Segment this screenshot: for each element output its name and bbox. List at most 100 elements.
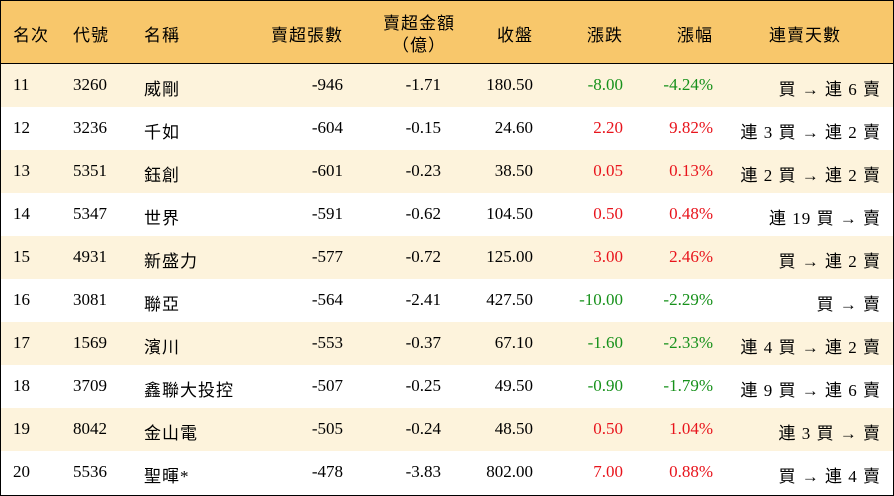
- table-cell: 連 3 買 → 連 2 賣: [740, 123, 881, 142]
- header-cell: 連賣天數: [769, 26, 841, 45]
- table-cell: -0.72: [405, 247, 441, 266]
- table-cell: -0.37: [405, 333, 441, 352]
- table-cell: 2.46%: [669, 247, 713, 266]
- table-cell: 連 9 買 → 連 6 賣: [740, 381, 881, 400]
- table-cell: 24.60: [494, 118, 533, 137]
- table-row: 15 4931 新盛力 -577 -0.72 125.00 3.00 2.46% 買 → 連 2…: [1, 236, 893, 279]
- table-cell: -591: [311, 204, 343, 223]
- header-cell: 名稱: [144, 26, 180, 45]
- table-cell: 20: [13, 462, 30, 481]
- table-cell: 濱川: [144, 338, 180, 357]
- table-cell: 5347: [73, 204, 107, 223]
- table-cell: 11: [13, 75, 30, 94]
- table-cell: 12: [13, 118, 30, 137]
- table-cell: 14: [13, 204, 30, 223]
- table-cell: 0.48%: [669, 204, 713, 223]
- table-cell: -1.60: [587, 333, 623, 352]
- table-cell: 0.05: [593, 161, 623, 180]
- table-cell: -507: [311, 376, 343, 395]
- table-cell: 買 → 連 2 賣: [778, 252, 881, 271]
- header-cell: 代號: [73, 26, 109, 45]
- table-cell: 鑫聯大投控: [144, 381, 234, 400]
- header-cell: 漲幅: [677, 26, 713, 45]
- table-cell: 1.04%: [669, 419, 713, 438]
- table-cell: 5536: [73, 462, 107, 481]
- table-cell: -2.41: [405, 290, 441, 309]
- table-row: 14 5347 世界 -591 -0.62 104.50 0.50 0.48% 連 19 買 →…: [1, 193, 893, 236]
- table-row: 20 5536 聖暉* -478 -3.83 802.00 7.00 0.88% 買 → 連 4…: [1, 451, 893, 494]
- table-cell: 連 3 買 → 賣: [778, 424, 881, 443]
- table-cell: 1569: [73, 333, 107, 352]
- table-row: 11 3260 威剛 -946 -1.71 180.50 -8.00 -4.24% 買 → 連 …: [1, 64, 893, 107]
- table-cell: 千如: [144, 123, 180, 142]
- table-cell: 19: [13, 419, 30, 438]
- table-row: 18 3709 鑫聯大投控 -507 -0.25 49.50 -0.90 -1.79% 連 9 …: [1, 365, 893, 408]
- table-cell: 0.50: [593, 419, 623, 438]
- table-cell: -478: [311, 462, 343, 481]
- table-cell: -577: [311, 247, 343, 266]
- header-cell: （億）: [392, 36, 446, 55]
- table-cell: 鈺創: [144, 166, 180, 185]
- table-cell: 0.13%: [669, 161, 713, 180]
- table-cell: 連 2 買 → 連 2 賣: [740, 166, 881, 185]
- header-cell: 收盤: [497, 26, 533, 45]
- table-cell: -1.79%: [663, 376, 713, 395]
- table-cell: 4931: [73, 247, 107, 266]
- table-cell: 3081: [73, 290, 107, 309]
- table-cell: 3.00: [593, 247, 623, 266]
- table-row: 16 3081 聯亞 -564 -2.41 427.50 -10.00 -2.29% 買 → 賣: [1, 279, 893, 322]
- header-row: 名次 代號 名稱 賣超張數 賣超金額 （億） 收盤 漲跌 漲幅 連賣天數: [1, 1, 893, 64]
- table-cell: -505: [311, 419, 343, 438]
- table-cell: 3236: [73, 118, 107, 137]
- table-cell: 新盛力: [144, 252, 198, 271]
- table-cell: -0.62: [405, 204, 441, 223]
- table-row: 13 5351 鈺創 -601 -0.23 38.50 0.05 0.13% 連 2 買 → 連…: [1, 150, 893, 193]
- table-cell: 8042: [73, 419, 107, 438]
- table-cell: 17: [13, 333, 30, 352]
- table-cell: -0.90: [587, 376, 623, 395]
- header-cell: 賣超張數: [271, 26, 343, 45]
- table-cell: 13: [13, 161, 30, 180]
- table-cell: -564: [311, 290, 343, 309]
- header-cell: 賣超金額: [383, 14, 455, 33]
- table-cell: 427.50: [486, 290, 533, 309]
- header-cell: 名次: [13, 26, 49, 45]
- table-cell: -10.00: [579, 290, 623, 309]
- table-cell: 3260: [73, 75, 107, 94]
- table-cell: 世界: [144, 209, 180, 228]
- table-cell: -0.15: [405, 118, 441, 137]
- table-cell: 18: [13, 376, 30, 395]
- table-cell: 48.50: [494, 419, 533, 438]
- table-cell: -1.71: [405, 75, 441, 94]
- table-cell: -0.24: [405, 419, 441, 438]
- table-cell: -8.00: [587, 75, 623, 94]
- table-cell: -604: [311, 118, 343, 137]
- table-cell: 買 → 連 4 賣: [778, 467, 881, 486]
- header-cell: 漲跌: [587, 26, 623, 45]
- table-cell: 金山電: [144, 424, 198, 443]
- table-cell: 買 → 賣: [816, 295, 881, 314]
- table-cell: 802.00: [486, 462, 533, 481]
- table-cell: 3709: [73, 376, 107, 395]
- table-cell: 連 19 買 → 賣: [769, 209, 881, 228]
- table-cell: -2.33%: [663, 333, 713, 352]
- table-cell: 104.50: [486, 204, 533, 223]
- table-cell: 連 4 買 → 連 2 賣: [740, 338, 881, 357]
- table-cell: -946: [311, 75, 343, 94]
- table-cell: 9.82%: [669, 118, 713, 137]
- table-cell: 67.10: [494, 333, 533, 352]
- table-cell: 聯亞: [144, 295, 180, 314]
- table-cell: 0.50: [593, 204, 623, 223]
- table-cell: 7.00: [593, 462, 623, 481]
- table-cell: -0.23: [405, 161, 441, 180]
- table-cell: 5351: [73, 161, 107, 180]
- table-cell: 125.00: [486, 247, 533, 266]
- table-row: 12 3236 千如 -604 -0.15 24.60 2.20 9.82% 連 3 買 → 連…: [1, 107, 893, 150]
- table-cell: 聖暉*: [144, 467, 190, 486]
- table-cell: 49.50: [494, 376, 533, 395]
- table-cell: 威剛: [144, 80, 180, 99]
- table-cell: 180.50: [486, 75, 533, 94]
- table-cell: -4.24%: [663, 75, 713, 94]
- table-cell: 15: [13, 247, 30, 266]
